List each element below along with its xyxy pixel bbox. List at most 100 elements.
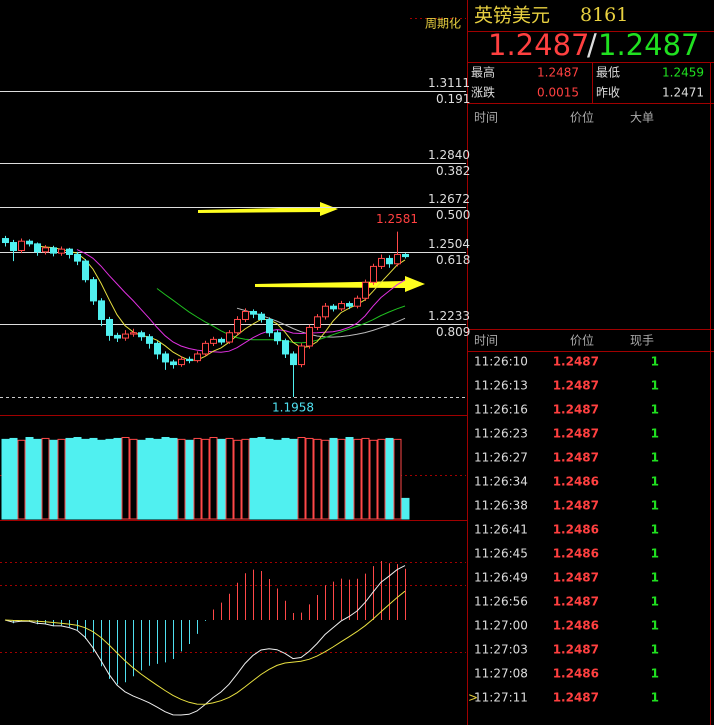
volume-bar — [49, 439, 58, 520]
volume-bar — [169, 437, 178, 520]
volume-bar — [25, 436, 34, 520]
tick-volume: 1 — [651, 427, 659, 441]
volume-bar — [145, 437, 154, 520]
tick-price: 1.2486 — [553, 523, 599, 537]
candle-body — [2, 238, 9, 244]
tick-time: 11:26:10 — [474, 355, 528, 369]
tick-time: 11:27:03 — [474, 643, 528, 657]
moving-average — [76, 249, 406, 353]
tick-price: 1.2487 — [553, 427, 599, 441]
candle-body — [218, 338, 225, 343]
candle-body — [242, 311, 249, 320]
tick-price: 1.2486 — [553, 475, 599, 489]
candle-body — [98, 300, 105, 320]
volume-bar — [41, 437, 50, 520]
candle-body — [82, 260, 89, 281]
volume-bar — [33, 438, 42, 520]
volume-bar — [233, 439, 242, 520]
tick-volume: 1 — [651, 667, 659, 681]
tick-volume: 1 — [651, 451, 659, 465]
tick-time: 11:26:16 — [474, 403, 528, 417]
volume-bar — [121, 436, 130, 520]
candle-body — [10, 242, 17, 251]
pane-guides — [0, 18, 466, 653]
fib-ratio: 0.191 — [436, 92, 470, 106]
high-label: 1.2581 — [376, 212, 418, 226]
column-header: 价位 — [570, 110, 594, 125]
tick-time: 11:27:08 — [474, 667, 528, 681]
volume-bar — [329, 437, 338, 520]
volume-bar — [265, 438, 274, 520]
tick-volume: 1 — [651, 499, 659, 513]
volume-bar — [81, 438, 90, 520]
tick-price: 1.2487 — [553, 403, 599, 417]
volume-bar — [273, 439, 282, 520]
moving-average — [36, 245, 406, 361]
cursor-marker: > — [468, 691, 478, 705]
volume-bar — [1, 438, 10, 520]
tick-price: 1.2486 — [553, 667, 599, 681]
candle-body — [258, 313, 265, 320]
macd-line — [4, 590, 406, 705]
volume-bar — [129, 438, 138, 520]
tick-volume: 1 — [651, 523, 659, 537]
candle-body — [226, 332, 233, 343]
tick-price: 1.2487 — [553, 379, 599, 393]
volume-bar — [9, 437, 18, 520]
volume-bar — [305, 437, 314, 520]
candle-body — [114, 334, 121, 339]
candle-body — [178, 358, 185, 366]
volume-bar — [185, 439, 194, 520]
quote-value: 1.2459 — [662, 66, 704, 80]
quote-label: 昨收 — [596, 86, 620, 100]
quote-label: 最高 — [471, 65, 495, 80]
candle-body — [234, 318, 241, 334]
volume-bar — [105, 438, 114, 520]
tick-time: 11:27:00 — [474, 619, 528, 633]
tick-price: 1.2487 — [553, 691, 599, 705]
candle-body — [106, 318, 113, 336]
tick-time: 11:26:49 — [474, 571, 528, 585]
candle-body — [386, 257, 393, 265]
volume-bar — [137, 439, 146, 520]
price-sep: / — [587, 28, 597, 62]
symbol-code: 8161 — [580, 4, 628, 26]
candle-body — [138, 332, 145, 338]
candle-body — [274, 332, 281, 342]
candle-body — [26, 240, 33, 245]
volume-bar — [73, 436, 82, 520]
tick-time: 11:26:13 — [474, 379, 528, 393]
tick-price: 1.2486 — [553, 619, 599, 633]
candle-body — [266, 318, 273, 334]
column-header: 大单 — [630, 111, 654, 125]
volume-bar — [209, 436, 218, 520]
fib-price: 1.2672 — [428, 192, 470, 206]
tick-price: 1.2487 — [553, 643, 599, 657]
tick-time: 11:26:38 — [474, 499, 528, 513]
tick-time: 11:27:11 — [474, 691, 528, 705]
candle-body — [314, 316, 321, 328]
candle-body — [74, 253, 81, 262]
candle-body — [346, 303, 353, 307]
candle-body — [50, 247, 57, 254]
volume-bar — [65, 437, 74, 520]
volume-bar — [361, 437, 370, 520]
column-header: 现手 — [630, 334, 654, 348]
volume-bar — [153, 438, 162, 520]
candle-body — [194, 353, 201, 362]
tick-time: 11:26:41 — [474, 523, 528, 537]
candle-body — [370, 265, 377, 283]
volume-bar — [249, 437, 258, 520]
volume-bar — [369, 439, 378, 520]
fib-price: 1.2233 — [428, 309, 470, 323]
tick-time: 11:26:23 — [474, 427, 528, 441]
tick-price: 1.2487 — [553, 595, 599, 609]
volume-bar — [17, 439, 26, 520]
tick-volume: 1 — [651, 619, 659, 633]
period-label: 周期化 — [425, 17, 461, 31]
volume-bar — [97, 439, 106, 520]
tick-time: 11:26:56 — [474, 595, 528, 609]
candle-body — [330, 305, 337, 310]
price-bid: 1.2487 — [488, 28, 589, 62]
